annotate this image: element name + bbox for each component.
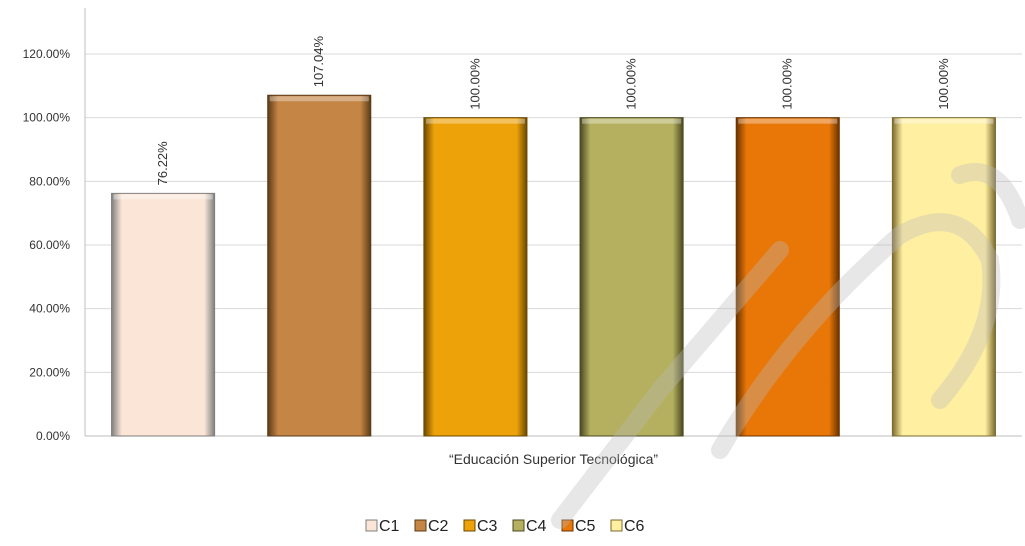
legend-swatch-c1 bbox=[365, 519, 378, 532]
watermark bbox=[551, 163, 1025, 529]
bars bbox=[111, 94, 996, 437]
legend-label-c5: C5 bbox=[575, 518, 596, 535]
legend-label-c4: C4 bbox=[526, 518, 547, 535]
bar-bevel bbox=[113, 194, 213, 200]
y-tick-label: 80.00% bbox=[29, 174, 70, 188]
data-label-c3: 100.00% bbox=[467, 58, 482, 110]
legend-swatch-c6 bbox=[610, 519, 623, 532]
legend-swatch-c4 bbox=[512, 519, 525, 532]
data-label-c2: 107.04% bbox=[311, 35, 326, 87]
legend-swatch-c3 bbox=[463, 519, 476, 532]
bar-c5 bbox=[735, 117, 840, 437]
bar-bevel bbox=[269, 96, 369, 102]
x-category-label: “Educación Superior Tecnológica” bbox=[449, 451, 658, 467]
legend-label-c1: C1 bbox=[379, 518, 400, 535]
y-tick-label: 40.00% bbox=[29, 302, 70, 316]
bar-bevel bbox=[425, 118, 525, 124]
gridlines bbox=[85, 53, 1022, 373]
y-tick-label: 100.00% bbox=[23, 111, 71, 125]
legend: C1 C2 C3 C4 C5 C6 bbox=[365, 518, 645, 535]
data-label-c5: 100.00% bbox=[780, 58, 795, 110]
data-label-c1: 76.22% bbox=[155, 141, 170, 186]
bar-c2 bbox=[267, 94, 372, 437]
bar-bevel bbox=[738, 118, 838, 124]
bar-c3 bbox=[423, 117, 528, 437]
bar-c1 bbox=[111, 192, 216, 437]
data-labels: 76.22% 107.04% 100.00% 100.00% 100.00% 100.00… bbox=[155, 35, 951, 185]
bar-c6 bbox=[891, 117, 996, 437]
bar-bevel bbox=[582, 118, 682, 124]
data-label-c4: 100.00% bbox=[624, 58, 639, 110]
legend-label-c6: C6 bbox=[624, 518, 645, 535]
y-tick-label: 20.00% bbox=[29, 365, 70, 379]
bar-c4 bbox=[579, 117, 684, 437]
bar-bevel bbox=[894, 118, 994, 124]
legend-label-c2: C2 bbox=[428, 518, 449, 535]
legend-label-c3: C3 bbox=[477, 518, 498, 535]
y-tick-label: 60.00% bbox=[29, 238, 70, 252]
x-axis-categories: “Educación Superior Tecnológica” bbox=[449, 451, 658, 467]
data-label-c6: 100.00% bbox=[936, 58, 951, 110]
axes: 0.00% 20.00% 40.00% 60.00% 80.00% 100.00% 120.… bbox=[23, 8, 1022, 443]
legend-swatch-c5 bbox=[561, 519, 574, 532]
legend-swatch-c2 bbox=[414, 519, 427, 532]
y-tick-label: 0.00% bbox=[36, 429, 70, 443]
y-tick-label: 120.00% bbox=[23, 47, 71, 61]
